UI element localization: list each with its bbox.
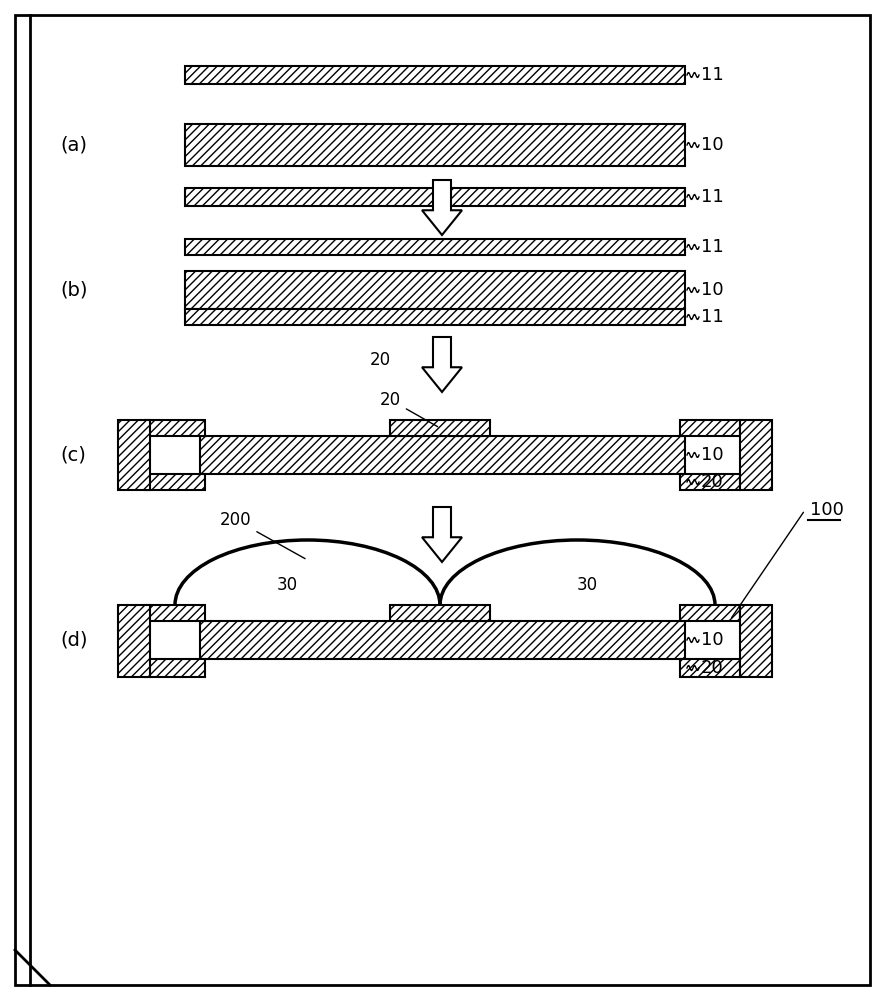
- Bar: [390, 605, 490, 621]
- Text: (b): (b): [60, 280, 88, 300]
- Bar: [118, 605, 150, 677]
- Bar: [680, 420, 740, 436]
- Bar: [200, 436, 685, 474]
- Text: 30: 30: [577, 576, 598, 594]
- Bar: [185, 188, 685, 206]
- Text: 10: 10: [701, 281, 724, 299]
- Text: 11: 11: [701, 308, 724, 326]
- Text: 10: 10: [701, 136, 724, 154]
- Bar: [145, 605, 205, 621]
- Text: 11: 11: [701, 238, 724, 256]
- Bar: [390, 420, 490, 436]
- Text: 11: 11: [701, 188, 724, 206]
- Bar: [185, 66, 685, 84]
- Text: 10: 10: [701, 446, 724, 464]
- Polygon shape: [422, 337, 462, 392]
- Bar: [200, 621, 685, 659]
- Polygon shape: [422, 180, 462, 235]
- Bar: [145, 659, 205, 677]
- Bar: [680, 659, 740, 677]
- Bar: [185, 124, 685, 166]
- Text: 20: 20: [701, 473, 724, 491]
- Text: 20: 20: [370, 351, 391, 369]
- Text: 10: 10: [701, 631, 724, 649]
- Bar: [680, 474, 740, 490]
- Text: 20: 20: [380, 391, 437, 427]
- Text: 20: 20: [701, 659, 724, 677]
- Text: 30: 30: [277, 576, 298, 594]
- Bar: [185, 239, 685, 255]
- Bar: [740, 605, 772, 677]
- Bar: [118, 420, 150, 490]
- Bar: [185, 309, 685, 325]
- Text: 11: 11: [701, 66, 724, 84]
- Polygon shape: [422, 507, 462, 562]
- Bar: [680, 605, 740, 621]
- Text: 100: 100: [810, 501, 844, 519]
- Bar: [740, 420, 772, 490]
- Text: (a): (a): [60, 135, 87, 154]
- Text: (c): (c): [60, 446, 86, 464]
- Text: 200: 200: [220, 511, 305, 559]
- Bar: [185, 271, 685, 309]
- Bar: [145, 420, 205, 436]
- Text: (d): (d): [60, 631, 88, 650]
- Bar: [145, 474, 205, 490]
